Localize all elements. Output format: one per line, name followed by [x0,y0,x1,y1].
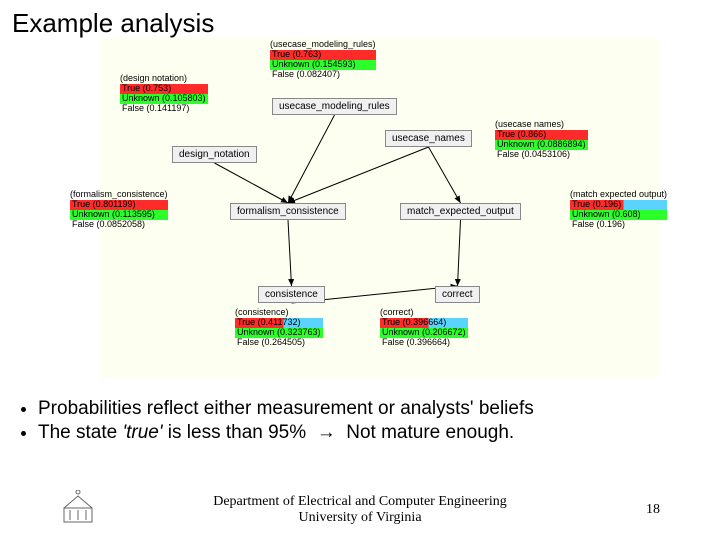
node-formalism_consistence: formalism_consistence [230,203,346,220]
node-match_expected_output: match_expected_output [400,203,521,220]
node-consistence: consistence [258,286,325,303]
prob-row: False (0.0852058) [70,220,168,230]
prob-row: False (0.264505) [235,338,323,348]
node-correct: correct [435,286,480,303]
prob-consistence: (consistence)True (0.411732)Unknown (0.3… [235,308,323,348]
page-number: 18 [646,502,660,518]
prob-design_notation: (design notation)True (0.753)Unknown (0.… [120,74,208,114]
prob-row: False (0.196) [570,220,667,230]
bullet-list: Probabilities reflect either measurement… [20,398,534,446]
node-usecase_names: usecase_names [385,130,472,147]
bullet-item: Probabilities reflect either measurement… [38,398,534,420]
prob-row: False (0.141197) [120,104,208,114]
prob-formalism_consistence: (formalism_consistence)True (0.801199)Un… [70,190,168,230]
prob-correct: (correct)True (0.396664)Unknown (0.20667… [380,308,468,348]
node-design_notation: design_notation [172,146,257,163]
slide-title: Example analysis [12,8,214,39]
bullet-item: The state 'true' is less than 95% → Not … [38,422,534,444]
prob-match_expected_output: (match expected output)True (0.196)Unkno… [570,190,667,230]
prob-row: False (0.0453106) [495,150,588,160]
prob-row: False (0.396664) [380,338,468,348]
footer-line2: University of Virginia [0,510,720,526]
prob-usecase_names: (usecase names)True (0.866)Unknown (0.08… [495,120,588,160]
node-usecase_modeling_rules: usecase_modeling_rules [272,98,397,115]
footer-line1: Department of Electrical and Computer En… [0,494,720,510]
footer: Department of Electrical and Computer En… [0,494,720,526]
prob-usecase_modeling_rules: (usecase_modeling_rules)True (0.763)Unkn… [270,40,376,80]
prob-row: False (0.082407) [270,70,376,80]
